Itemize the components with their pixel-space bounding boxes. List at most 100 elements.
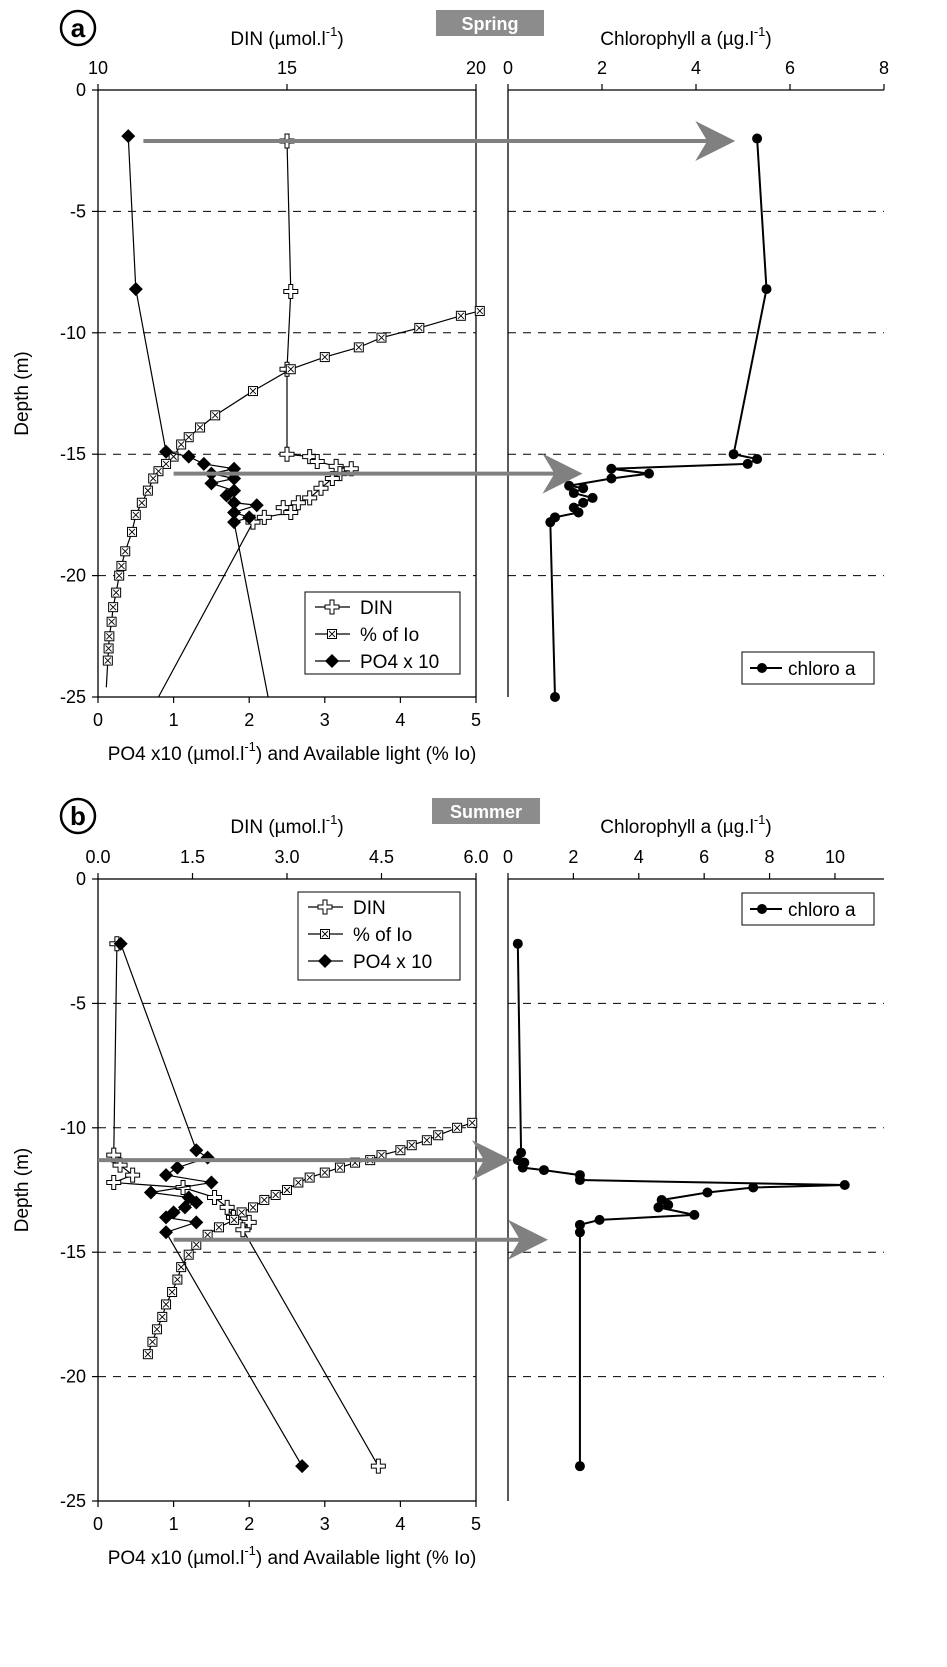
data-point: [545, 517, 556, 528]
data-point: [550, 692, 560, 702]
data-point: [200, 1150, 215, 1165]
diamond-marker-shape: [177, 1200, 192, 1215]
square-marker-cross: [121, 548, 129, 555]
data-point: [285, 364, 296, 375]
data-point: [742, 458, 753, 469]
square-marker-cross: [132, 511, 140, 519]
square-marker-cross: [397, 1146, 404, 1154]
data-point: [210, 410, 221, 421]
plus-marker-shape: [112, 1157, 128, 1173]
circle-marker-shape: [574, 1461, 585, 1472]
right-legend: chloro a: [741, 892, 875, 926]
diamond-marker-shape: [170, 1160, 185, 1175]
data-point: [406, 1140, 417, 1151]
season-tag-box: [432, 798, 540, 824]
circle-marker-shape: [568, 488, 579, 499]
square-marker-cross: [104, 657, 112, 664]
data-point: [334, 1162, 345, 1173]
y-tick-label: -10: [60, 323, 86, 343]
legend-marker: [317, 899, 333, 915]
data-point: [516, 1147, 527, 1158]
square-marker-cross: [105, 645, 112, 652]
square-marker-cross: [283, 1186, 291, 1194]
square-marker-cross: [287, 365, 295, 373]
square-marker-cross: [415, 324, 423, 332]
circle-marker-shape: [578, 483, 589, 494]
square-marker-cross: [153, 1326, 161, 1333]
plus-marker-shape: [106, 1147, 122, 1163]
bottom-axis-label: PO4 x10 (µmol.l-1) and Available light (…: [108, 739, 477, 765]
data-point: [108, 602, 119, 613]
square-marker-cross: [144, 1350, 152, 1358]
square-marker-cross: [434, 1131, 442, 1139]
data-point: [309, 453, 325, 469]
data-point: [259, 1194, 270, 1205]
data-point: [195, 422, 206, 433]
square-marker-cross: [118, 562, 125, 570]
circle-marker-shape: [748, 1182, 759, 1193]
season-tag: Summer: [450, 802, 522, 822]
circle-marker-shape: [757, 904, 767, 914]
data-point: [106, 1147, 122, 1163]
data-point: [343, 461, 359, 477]
data-point: [578, 497, 589, 508]
bottom-axis-label: PO4 x10 (µmol.l-1) and Available light (…: [108, 1543, 477, 1569]
square-marker-cross: [295, 1179, 302, 1186]
season-tag-box: [436, 10, 544, 36]
data-point: [283, 504, 299, 520]
y-tick-label: -10: [60, 1118, 86, 1138]
diamond-marker-shape: [227, 505, 242, 520]
circle-marker-shape: [516, 1147, 527, 1158]
bottom-tick-label: 0: [93, 1514, 103, 1534]
data-point: [702, 1187, 713, 1198]
data-point: [370, 1458, 386, 1474]
plus-marker-shape: [235, 1222, 251, 1238]
bottom-tick-label: 3: [320, 710, 330, 730]
square-marker-cross: [336, 1164, 344, 1171]
data-point: [235, 1222, 251, 1238]
square-marker-cross: [162, 1301, 170, 1308]
plus-marker-shape: [324, 599, 340, 615]
circle-marker-shape: [606, 473, 617, 484]
legend-entry: chloro a: [788, 659, 856, 680]
bottom-tick-label: 5: [471, 1514, 481, 1534]
data-point: [748, 1182, 759, 1193]
circle-marker-shape: [587, 492, 598, 503]
square-marker-cross: [149, 475, 157, 482]
data-point: [161, 1299, 172, 1310]
legend-entry: % of Io: [353, 925, 412, 946]
data-point: [159, 1225, 174, 1240]
square-marker-cross: [185, 1251, 193, 1259]
plus-marker-shape: [317, 899, 333, 915]
data-point: [293, 1177, 304, 1188]
bottom-tick-label: 2: [244, 1514, 254, 1534]
data-point: [170, 1160, 185, 1175]
bottom-tick-label: 3: [320, 1514, 330, 1534]
data-point: [376, 332, 387, 343]
circle-marker-shape: [839, 1180, 850, 1191]
legend-marker: [757, 663, 767, 673]
series-chloro-a: [512, 938, 850, 1472]
diamond-marker-shape: [189, 1215, 204, 1230]
plus-marker-shape: [241, 1214, 257, 1230]
data-point: [606, 463, 617, 474]
panel-letter-circle: [59, 9, 97, 47]
data-point: [324, 470, 340, 486]
bottom-tick-label: 1: [169, 710, 179, 730]
data-point: [455, 310, 466, 321]
square-marker-cross: [423, 1136, 431, 1144]
circle-marker-shape: [663, 1199, 674, 1210]
diamond-marker-shape: [249, 498, 264, 513]
legend-entry: PO4 x 10: [353, 952, 432, 973]
data-point: [353, 342, 364, 353]
circle-marker-shape: [653, 1202, 664, 1213]
diamond-marker-shape: [189, 1143, 204, 1158]
diamond-marker-shape: [295, 1459, 310, 1474]
legend-entry: chloro a: [788, 900, 856, 921]
data-point: [204, 476, 219, 491]
data-point: [142, 1349, 153, 1360]
series--of-io: [102, 305, 485, 688]
diamond-marker-shape: [325, 654, 339, 668]
data-point: [279, 446, 295, 462]
top-left-tick-label: 4.5: [369, 847, 394, 867]
